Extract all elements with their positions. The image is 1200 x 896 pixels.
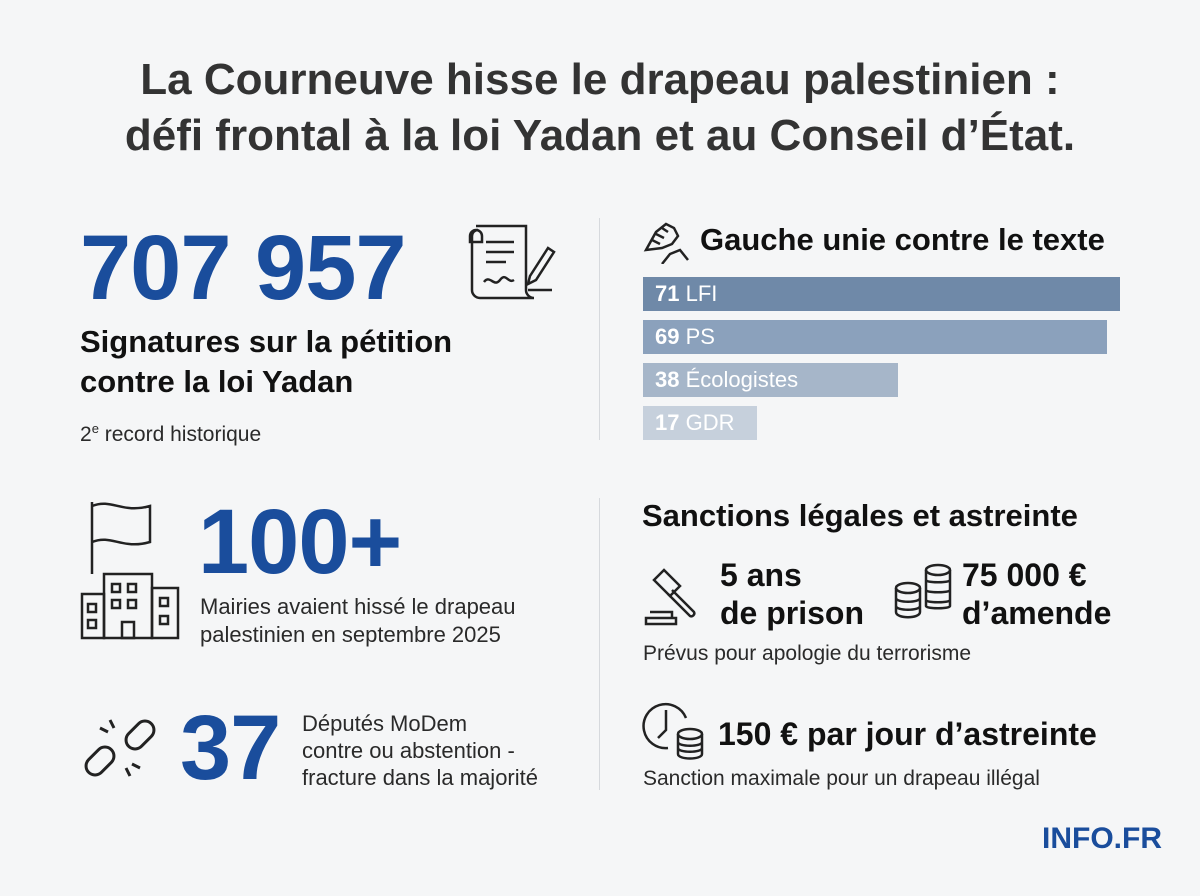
fine-line-1: 75 000 € [962, 557, 1087, 593]
sanctions-heading: Sanctions légales et astreinte [642, 498, 1078, 533]
bar-value: 17 [655, 410, 680, 435]
mairies-label-line-1: Mairies avaient hissé le drapeau [200, 594, 516, 619]
title-line-2: défi frontal à la loi Yadan et au Consei… [124, 111, 1076, 160]
sanctions-note-1: Prévus pour apologie du terrorisme [643, 642, 972, 665]
petition-note: 2e record historique [80, 416, 261, 448]
modem-number: 37 [180, 697, 281, 799]
mairies-number: 100+ [198, 491, 402, 593]
petition-label-line-2: contre la loi Yadan [80, 364, 354, 399]
modem-line-3: fracture dans la majorité [302, 765, 538, 790]
broken-chain-icon [78, 706, 162, 790]
flag-buildings-icon [78, 498, 182, 640]
mairies-label: Mairies avaient hissé le drapeau palesti… [200, 593, 516, 649]
bar-écologistes: 38 Écologistes [643, 363, 899, 397]
page-title: La Courneuve hisse le drapeau palestinie… [0, 52, 1200, 164]
bar-label: PS [685, 324, 715, 349]
vote-heading: Gauche unie contre le texte [700, 222, 1105, 257]
divider [599, 218, 600, 440]
mairies-label-line-2: palestinien en septembre 2025 [200, 622, 501, 647]
bar-label: GDR [685, 410, 735, 435]
bar-value: 69 [655, 324, 680, 349]
title-line-1: La Courneuve hisse le drapeau palestinie… [140, 55, 1060, 104]
note-suffix: record historique [98, 423, 262, 446]
bar-ps: 69 PS [643, 320, 1107, 354]
modem-label: Députés MoDem contre ou abstention - fra… [302, 710, 538, 791]
bar-lfi: 71 LFI [643, 277, 1120, 311]
divider [599, 498, 600, 790]
prison-value: 5 ans de prison [720, 556, 864, 632]
petition-label-line-1: Signatures sur la pétition [80, 324, 453, 359]
prison-line-1: 5 ans [720, 557, 802, 593]
note-prefix: 2 [80, 423, 92, 446]
modem-line-1: Députés MoDem [302, 711, 468, 736]
petition-number: 707 957 [80, 217, 407, 319]
handshake-icon [642, 220, 690, 264]
prison-line-2: de prison [720, 595, 865, 631]
clock-coins-icon [642, 702, 708, 760]
logo: INFO.FR [1042, 822, 1162, 855]
coins-icon [892, 560, 954, 622]
modem-line-2: contre ou abstention - [302, 738, 515, 763]
gavel-icon [642, 562, 708, 628]
bar-value: 71 [655, 281, 680, 306]
document-signature-icon [466, 222, 558, 306]
fine-value: 75 000 € d’amende [962, 556, 1111, 632]
sanctions-note-2: Sanction maximale pour un drapeau illéga… [643, 767, 1040, 790]
astreinte-value: 150 € par jour d’astreinte [718, 716, 1097, 752]
bar-value: 38 [655, 367, 680, 392]
bar-label: Écologistes [685, 367, 799, 392]
fine-line-2: d’amende [962, 595, 1112, 631]
petition-label: Signatures sur la pétition contre la loi… [80, 322, 452, 402]
bar-label: LFI [685, 281, 718, 306]
bar-gdr: 17 GDR [643, 406, 758, 440]
note-sup: e [91, 421, 99, 436]
